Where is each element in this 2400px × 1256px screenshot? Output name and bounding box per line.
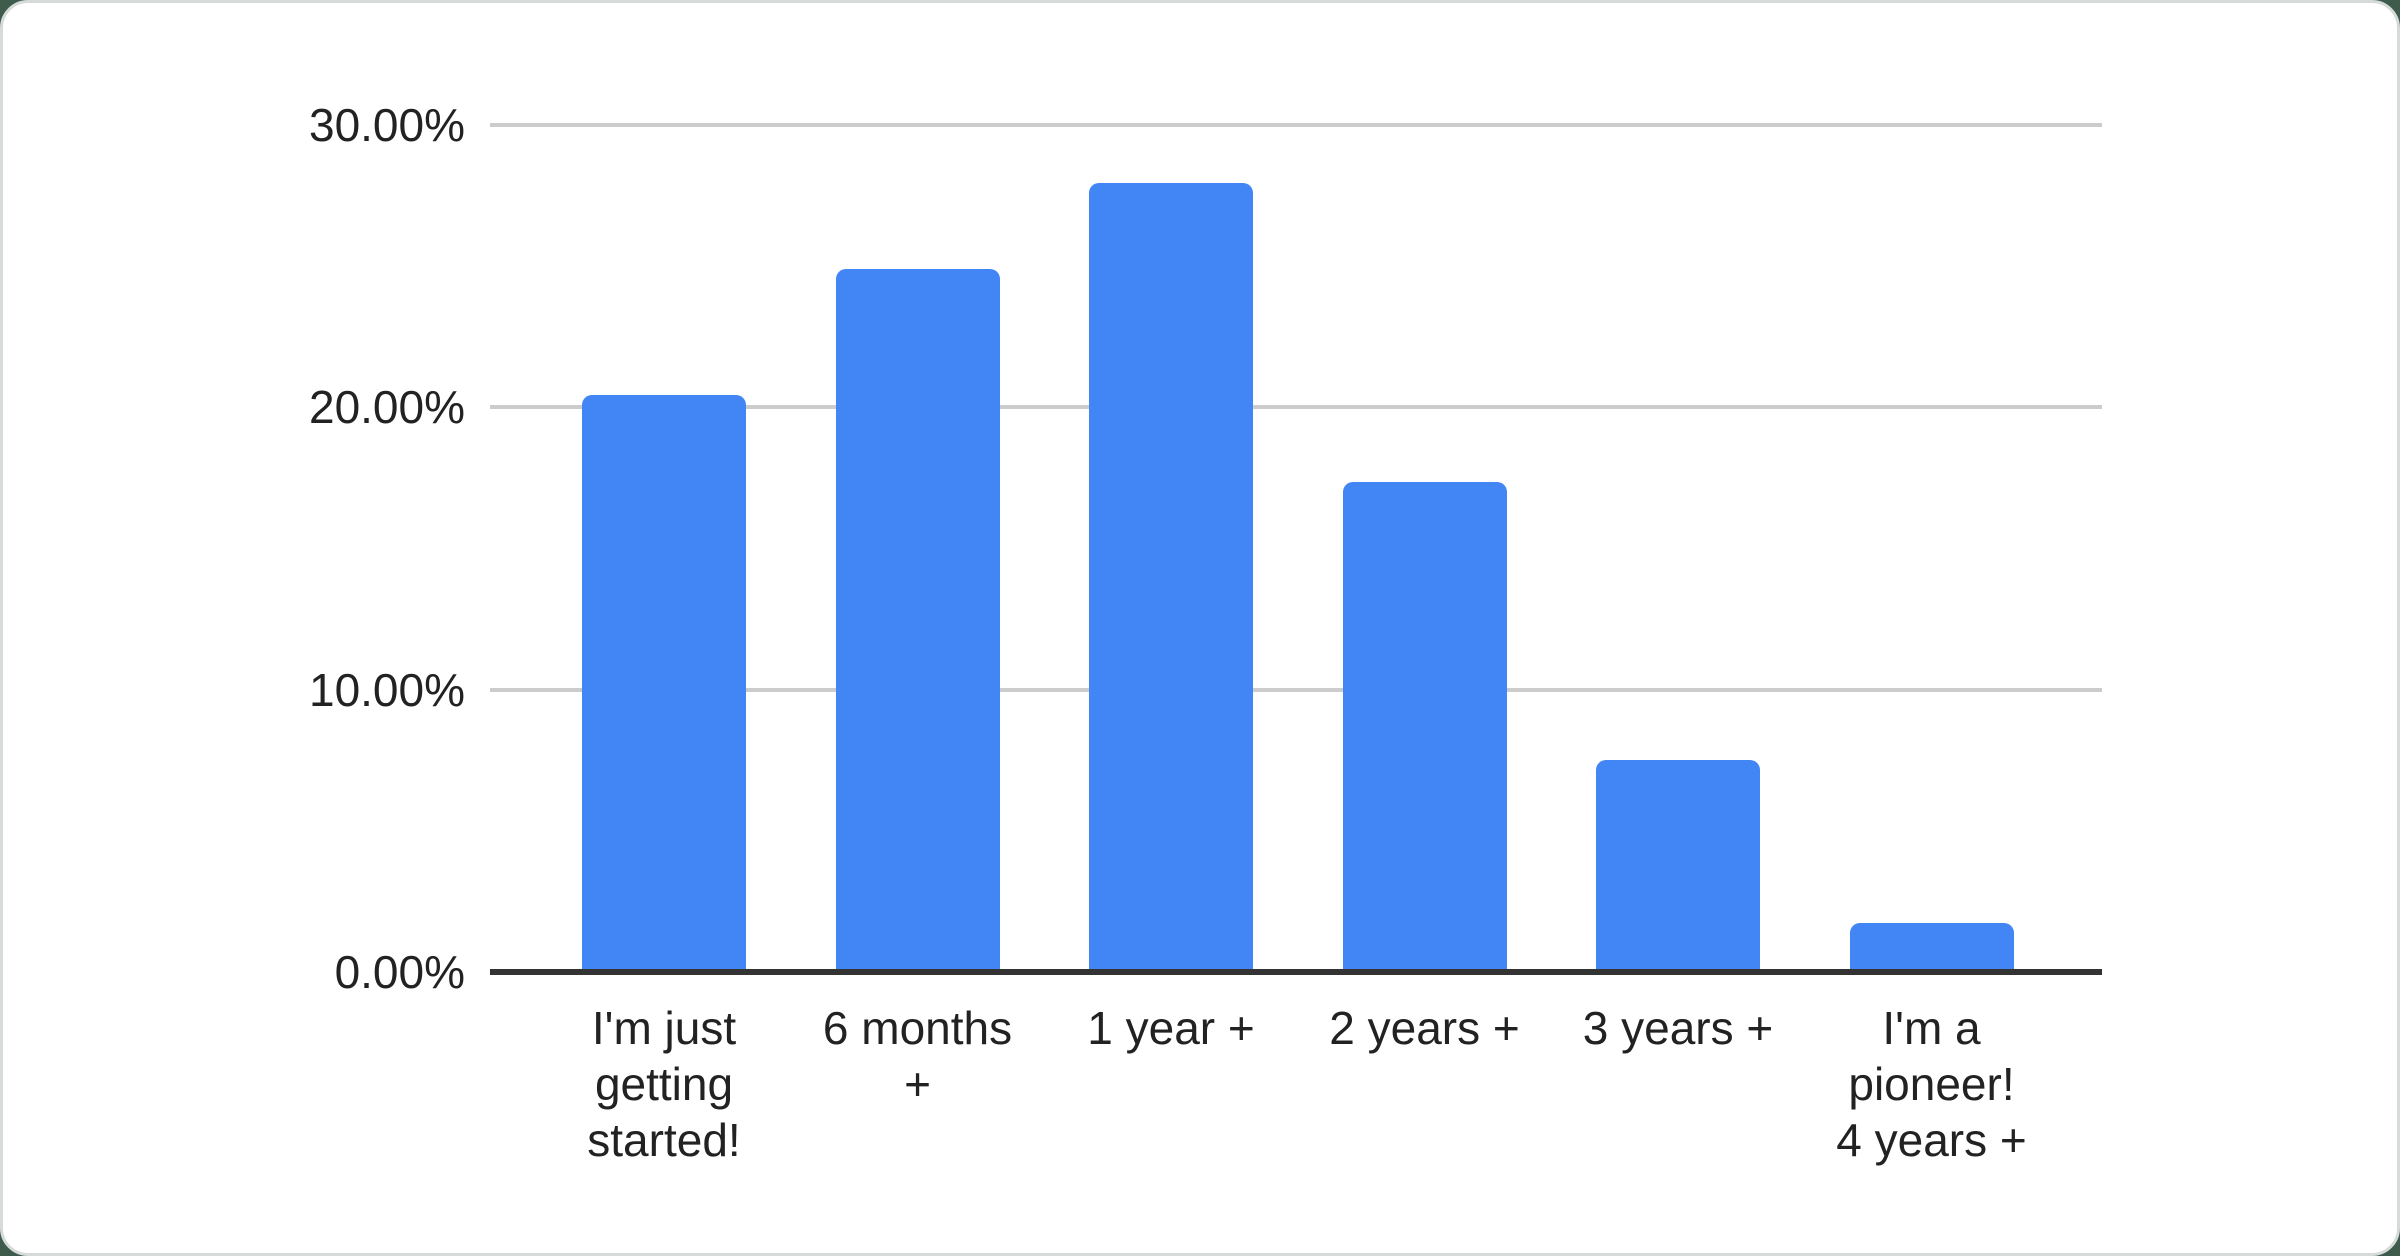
x-axis-label-line: 3 years + xyxy=(1582,1002,1774,1054)
bar-i-m-a-pioneer-4-years[interactable] xyxy=(1849,922,2014,972)
gridline-10 xyxy=(490,687,2102,692)
x-axis-label-line: getting xyxy=(594,1058,734,1110)
x-axis-label-line: + xyxy=(904,1058,931,1110)
x-axis-label-i-m-just-getting-started: I'm just getting started! xyxy=(499,1000,829,1168)
bar-2-years[interactable] xyxy=(1342,482,1507,972)
x-axis-label-3-years: 3 years + xyxy=(1513,1000,1843,1056)
bar-i-m-just-getting-started[interactable] xyxy=(582,394,746,972)
y-axis-tick-label: 30.00% xyxy=(308,99,465,151)
x-axis-line xyxy=(490,969,2102,975)
x-axis-label-line: 2 years + xyxy=(1329,1002,1520,1054)
x-axis-label-6-months: 6 months + xyxy=(753,1000,1083,1112)
x-axis-label-1-year: 1 year + xyxy=(1006,1000,1336,1056)
bar-6-months[interactable] xyxy=(835,269,1000,972)
x-axis-label-line: I'm a xyxy=(1882,1002,1981,1054)
x-axis-label-i-m-a-pioneer-4-years: I'm a pioneer! 4 years + xyxy=(1767,1000,2097,1168)
x-axis-label-line: 6 months xyxy=(822,1002,1013,1054)
bar-1-year[interactable] xyxy=(1089,182,1253,972)
bar-3-years[interactable] xyxy=(1596,760,1760,972)
x-axis-label-line: started! xyxy=(587,1114,741,1166)
x-axis-label-line: pioneer! xyxy=(1848,1058,2015,1110)
x-axis-label-line: I'm just xyxy=(591,1002,737,1054)
plot-area xyxy=(490,123,2102,975)
gridline-30 xyxy=(490,123,2102,127)
y-axis-tick-label: 0.00% xyxy=(334,946,465,998)
x-axis-label-line: 4 years + xyxy=(1836,1114,2027,1166)
gridline-20 xyxy=(490,405,2102,410)
y-axis-tick-label: 10.00% xyxy=(308,663,465,716)
x-axis-label-2-years: 2 years + xyxy=(1260,1000,1590,1056)
y-axis-tick-label: 20.00% xyxy=(308,381,465,434)
x-axis-label-line: 1 year + xyxy=(1087,1002,1255,1054)
